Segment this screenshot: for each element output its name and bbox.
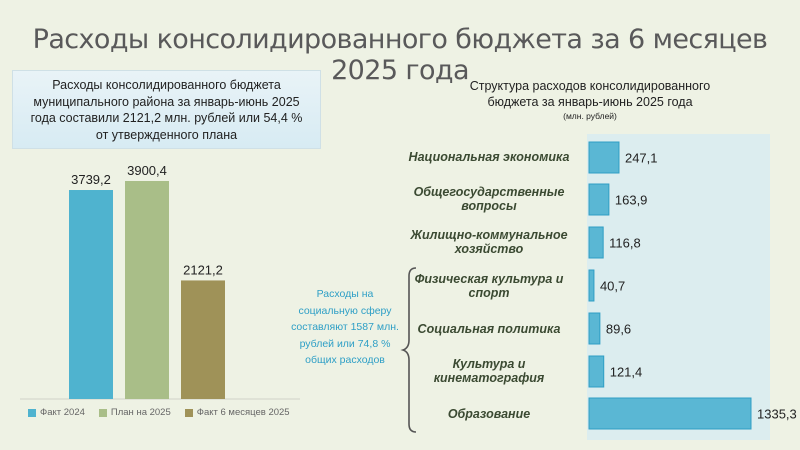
structure-chart-header: Структура расходов консолидированного бю… [440, 79, 740, 123]
hbar-value-label: 1335,3 [757, 407, 797, 422]
hbar-1 [588, 141, 620, 174]
summary-line: от утвержденного плана [95, 127, 238, 142]
social-sphere-note: Расходы на социальную сферу составляют 1… [291, 288, 399, 366]
hbar-6 [588, 355, 605, 388]
structure-chart-title-line: бюджета за январь-июнь 2025 года [487, 94, 693, 109]
social-sphere-brace [400, 267, 417, 433]
category-label: Общегосударственные вопросы [413, 184, 565, 214]
hbar-value-label: 121,4 [610, 365, 643, 380]
hbar-3 [588, 226, 604, 259]
hbar-5 [588, 312, 601, 345]
hbar-value-label: 40,7 [600, 279, 625, 294]
structure-plot-area [587, 134, 770, 440]
hbar-value-label: 89,6 [606, 322, 631, 337]
category-label: Жилищно-коммунальное хозяйство [410, 227, 568, 257]
legend-label: План на 2025 [110, 407, 171, 418]
legend-swatch-plan2025 [98, 408, 107, 417]
page-title: Расходы консолидированного бюджета за 6 … [32, 24, 768, 86]
hbar-value-label: 247,1 [625, 151, 658, 166]
bar-value-label: 3739,2 [71, 172, 111, 187]
hbar-7 [588, 397, 752, 430]
structure-chart-unit: (млн. рублей) [563, 111, 617, 121]
category-label: Физическая культура и спорт [414, 271, 564, 301]
bar-value-label: 3900,4 [127, 163, 167, 178]
category-label: Образование [447, 406, 531, 421]
summary-line: муниципального района за январь-июнь 202… [33, 94, 300, 109]
hbar-2 [588, 183, 610, 216]
legend-label: Факт 2024 [40, 407, 85, 418]
summary-box: Расходы консолидированного бюджета муниц… [12, 70, 321, 149]
legend-item: Факт 2024 [28, 407, 85, 418]
category-label: Культура и кинематография [433, 356, 545, 386]
bar-3 [181, 280, 225, 399]
legend-swatch-fact2024 [28, 408, 36, 417]
hbar-value-label: 116,8 [609, 236, 641, 251]
legend-swatch-fact2025 [184, 408, 193, 417]
legend-item: План на 2025 [98, 407, 171, 418]
summary-line: Расходы консолидированного бюджета [52, 78, 281, 92]
bar-value-label: 2121,2 [183, 262, 223, 277]
category-label: Национальная экономика [408, 149, 570, 164]
legend-item: Факт 6 месяцев 2025 [184, 407, 290, 418]
summary-line: года составили 2121,2 млн. рублей или 54… [30, 111, 303, 125]
legend-label: Факт 6 месяцев 2025 [196, 407, 290, 418]
legend: Факт 2024 План на 2025 Факт 6 месяцев 20… [28, 407, 304, 418]
bar-2 [125, 181, 169, 399]
category-label: Социальная политика [417, 321, 561, 336]
bar-1 [69, 190, 113, 399]
hbar-4 [588, 269, 595, 302]
structure-chart-title-line: Структура расходов консолидированного [469, 79, 711, 93]
hbar-value-label: 163,9 [615, 193, 648, 208]
